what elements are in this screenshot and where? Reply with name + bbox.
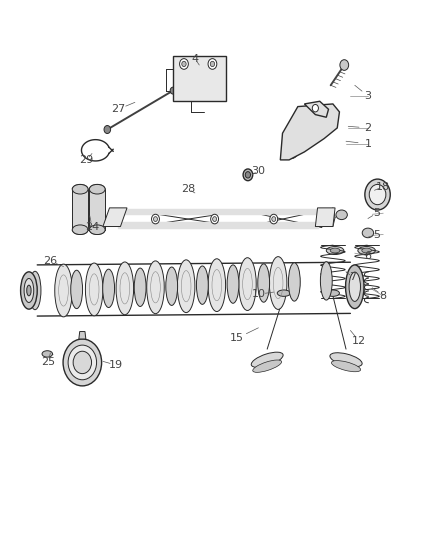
Ellipse shape (116, 262, 134, 314)
Ellipse shape (336, 210, 347, 220)
Text: 12: 12 (352, 336, 366, 346)
Ellipse shape (71, 270, 82, 309)
Ellipse shape (359, 289, 364, 295)
Ellipse shape (196, 266, 208, 304)
Ellipse shape (245, 172, 251, 178)
Ellipse shape (330, 353, 362, 367)
Ellipse shape (272, 217, 276, 222)
Ellipse shape (340, 60, 349, 70)
Ellipse shape (270, 214, 278, 224)
Ellipse shape (73, 351, 92, 374)
Text: 19: 19 (109, 360, 123, 370)
Ellipse shape (29, 271, 41, 310)
Text: 30: 30 (251, 166, 265, 175)
Ellipse shape (312, 104, 318, 112)
Ellipse shape (134, 268, 146, 306)
Ellipse shape (102, 269, 114, 308)
Ellipse shape (89, 184, 105, 194)
Ellipse shape (210, 61, 215, 67)
Ellipse shape (239, 257, 256, 310)
Polygon shape (103, 208, 127, 227)
Text: 26: 26 (43, 256, 57, 266)
Polygon shape (280, 104, 339, 160)
Text: 5: 5 (373, 208, 380, 218)
Ellipse shape (166, 267, 178, 305)
Ellipse shape (213, 217, 216, 222)
Ellipse shape (72, 184, 88, 194)
Polygon shape (173, 56, 226, 101)
Polygon shape (79, 332, 86, 339)
Polygon shape (89, 189, 105, 230)
Ellipse shape (211, 214, 219, 224)
Ellipse shape (180, 59, 188, 69)
Ellipse shape (258, 264, 269, 302)
Text: 15: 15 (230, 334, 244, 343)
Ellipse shape (55, 264, 72, 317)
Ellipse shape (21, 272, 37, 309)
Ellipse shape (346, 265, 364, 309)
Ellipse shape (147, 261, 164, 313)
Text: 24: 24 (85, 222, 99, 231)
Ellipse shape (208, 259, 226, 311)
Ellipse shape (63, 339, 102, 386)
Ellipse shape (72, 225, 88, 235)
Ellipse shape (326, 290, 339, 296)
Text: 7: 7 (349, 272, 356, 282)
Text: 4: 4 (191, 54, 198, 63)
Ellipse shape (365, 179, 390, 210)
Ellipse shape (362, 248, 371, 253)
Text: 10: 10 (251, 289, 265, 299)
Ellipse shape (362, 228, 374, 238)
Ellipse shape (320, 262, 332, 300)
Ellipse shape (277, 290, 290, 296)
Ellipse shape (85, 263, 103, 316)
Ellipse shape (104, 126, 110, 134)
Polygon shape (304, 101, 328, 117)
Text: 2: 2 (364, 123, 371, 133)
Text: 8: 8 (380, 291, 387, 301)
Text: 18: 18 (376, 182, 390, 191)
Text: 5: 5 (373, 230, 380, 239)
Ellipse shape (208, 59, 217, 69)
Text: 28: 28 (181, 184, 195, 194)
Text: 29: 29 (80, 155, 94, 165)
Ellipse shape (369, 184, 386, 205)
Ellipse shape (349, 272, 360, 302)
Ellipse shape (152, 214, 159, 224)
Ellipse shape (358, 246, 375, 255)
Ellipse shape (227, 265, 239, 303)
Ellipse shape (326, 246, 344, 255)
Ellipse shape (251, 352, 283, 367)
Ellipse shape (42, 351, 53, 357)
Ellipse shape (182, 61, 186, 67)
Ellipse shape (269, 257, 287, 309)
Ellipse shape (288, 263, 300, 301)
Ellipse shape (68, 345, 96, 379)
Ellipse shape (24, 278, 34, 303)
Polygon shape (315, 208, 335, 227)
Ellipse shape (330, 248, 340, 253)
Text: 27: 27 (111, 104, 125, 114)
Ellipse shape (27, 285, 31, 296)
Text: 6: 6 (364, 251, 371, 261)
Text: 25: 25 (41, 358, 55, 367)
Polygon shape (72, 189, 88, 230)
Text: 1: 1 (364, 139, 371, 149)
Ellipse shape (177, 260, 195, 312)
Ellipse shape (243, 169, 253, 181)
Ellipse shape (153, 217, 158, 222)
Text: 3: 3 (364, 91, 371, 101)
Ellipse shape (170, 87, 176, 94)
Ellipse shape (89, 225, 105, 235)
Ellipse shape (253, 360, 282, 373)
Ellipse shape (332, 361, 360, 372)
